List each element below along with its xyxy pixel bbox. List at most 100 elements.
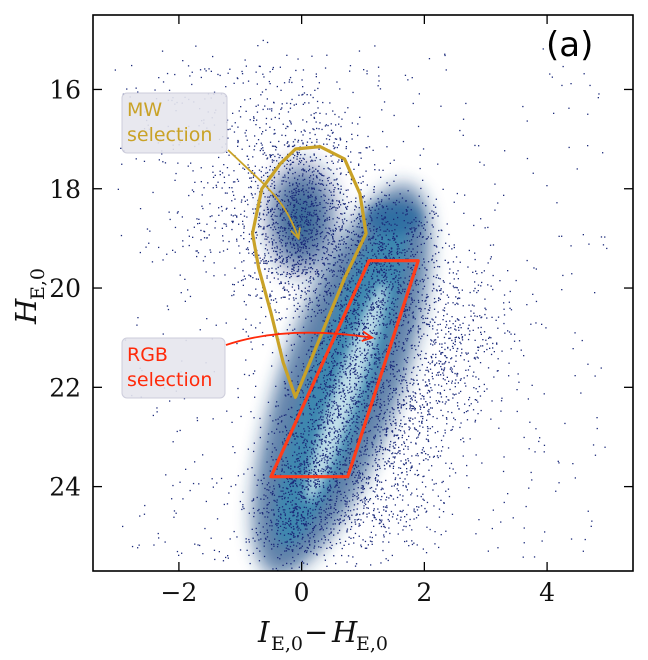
scatter-point — [384, 274, 387, 276]
scatter-point — [362, 488, 364, 491]
scatter-point — [334, 241, 336, 243]
scatter-point — [349, 365, 351, 367]
scatter-point — [445, 417, 448, 419]
scatter-point — [376, 366, 379, 368]
scatter-point — [319, 515, 321, 518]
scatter-point — [288, 273, 290, 275]
scatter-point — [310, 419, 312, 421]
scatter-point — [378, 243, 380, 245]
scatter-point — [347, 367, 349, 369]
scatter-point — [309, 280, 311, 282]
scatter-point — [266, 507, 268, 509]
scatter-point — [428, 408, 430, 411]
scatter-point — [358, 455, 361, 457]
scatter-point — [286, 159, 288, 161]
scatter-point — [273, 432, 276, 434]
scatter-point — [335, 305, 337, 307]
scatter-point — [416, 245, 419, 247]
scatter-point — [358, 325, 360, 328]
scatter-point — [328, 499, 330, 501]
scatter-point — [330, 495, 332, 497]
scatter-point — [343, 271, 345, 273]
scatter-point — [340, 521, 342, 524]
scatter-point — [380, 265, 382, 268]
scatter-point — [434, 339, 437, 341]
scatter-point — [279, 416, 281, 418]
scatter-point — [294, 129, 296, 132]
scatter-point — [350, 386, 352, 388]
scatter-point — [302, 157, 304, 159]
scatter-point — [304, 102, 306, 104]
scatter-point — [389, 450, 391, 452]
scatter-point — [360, 287, 362, 289]
scatter-point — [311, 337, 313, 339]
scatter-point — [349, 406, 351, 408]
scatter-point — [318, 424, 320, 427]
scatter-point — [339, 318, 341, 320]
scatter-point — [364, 540, 367, 543]
scatter-point — [293, 433, 295, 435]
scatter-point — [357, 271, 360, 273]
scatter-point — [311, 428, 313, 431]
scatter-point — [345, 229, 347, 231]
scatter-point — [289, 324, 291, 326]
scatter-point — [422, 379, 424, 381]
scatter-point — [383, 291, 385, 293]
scatter-point — [302, 234, 304, 237]
scatter-point — [314, 492, 316, 494]
scatter-point — [397, 281, 399, 284]
scatter-point — [274, 258, 276, 261]
scatter-point — [360, 392, 362, 395]
scatter-point — [361, 376, 363, 378]
scatter-point — [484, 298, 486, 300]
scatter-point — [316, 457, 318, 459]
scatter-point — [277, 153, 279, 155]
scatter-point — [398, 201, 400, 203]
scatter-point — [288, 298, 290, 300]
scatter-point — [258, 169, 261, 171]
scatter-point — [343, 384, 345, 386]
scatter-point — [340, 269, 342, 271]
scatter-point — [303, 452, 305, 454]
scatter-point — [341, 213, 343, 215]
scatter-point — [327, 539, 330, 541]
scatter-point — [291, 268, 294, 270]
scatter-point — [316, 554, 318, 556]
scatter-point — [359, 176, 361, 178]
scatter-point — [343, 356, 345, 359]
scatter-point — [341, 291, 343, 293]
scatter-point — [372, 329, 375, 331]
scatter-point — [417, 366, 419, 368]
scatter-point — [307, 290, 309, 292]
scatter-point — [292, 264, 294, 266]
scatter-point — [410, 251, 412, 253]
scatter-point — [299, 232, 301, 234]
scatter-point — [329, 371, 331, 373]
scatter-point — [271, 290, 273, 292]
scatter-point — [313, 205, 315, 207]
scatter-point — [315, 297, 318, 299]
scatter-point — [419, 280, 421, 282]
scatter-point — [404, 540, 406, 543]
scatter-point — [397, 291, 399, 293]
scatter-point — [273, 133, 275, 135]
scatter-point — [437, 324, 439, 326]
scatter-point — [349, 407, 352, 410]
scatter-point — [398, 331, 400, 334]
scatter-point — [390, 495, 393, 497]
scatter-point — [347, 421, 350, 424]
scatter-point — [353, 542, 355, 544]
scatter-point — [473, 305, 475, 307]
scatter-point — [327, 498, 329, 500]
scatter-point — [277, 557, 279, 559]
scatter-point — [397, 246, 399, 248]
scatter-point — [276, 232, 278, 234]
scatter-point — [318, 470, 320, 472]
scatter-point — [294, 507, 297, 509]
scatter-point — [284, 509, 286, 511]
scatter-point — [314, 89, 316, 91]
scatter-point — [358, 163, 360, 165]
scatter-point — [396, 243, 399, 245]
scatter-point — [344, 540, 347, 542]
scatter-point — [332, 131, 334, 134]
